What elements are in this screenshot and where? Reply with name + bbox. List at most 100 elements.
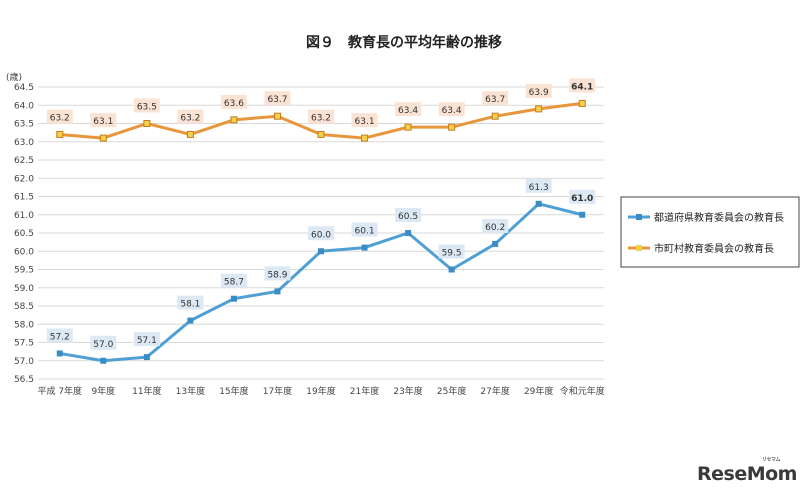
data-label: 63.2 [311,113,331,123]
y-tick-label: 63.5 [14,120,34,130]
data-label-bg [90,335,117,350]
data-label-bg [177,109,204,124]
data-label: 63.2 [180,113,200,123]
y-tick-label: 58.5 [14,302,34,312]
data-label: 63.9 [529,88,549,98]
data-label-bg [438,244,465,259]
series-1: 57.2 57.0 57.1 58.1 58.7 58.9 60.0 60.1 60.5 59.5… [46,178,596,364]
data-label-bg [133,98,160,113]
data-point [99,134,107,142]
series-group: 57.2 57.0 57.1 58.1 58.7 58.9 60.0 60.1 60.5 59.5… [46,78,596,364]
data-label: 57.2 [50,332,70,342]
y-tick-label: 58.0 [14,320,34,330]
data-label: 59.5 [442,249,462,259]
data-label: 63.4 [442,106,462,116]
watermark-logo: ReseMom リセマム [697,457,797,485]
x-tick-label: 13年度 [176,385,205,397]
x-tick-label: 令和元年度 [560,385,605,397]
y-tick-label: 64.0 [14,101,34,111]
data-label-bg [308,109,334,124]
data-label: 64.1 [571,82,593,92]
data-point [318,248,324,255]
data-point [361,134,369,142]
y-tick-label: 60.5 [14,229,34,239]
x-tick-label: 29年度 [524,385,553,397]
legend-label: 都道府県教育委員会の教育長 [654,211,784,224]
x-axis-ticks: 平成 7年度 9年度 11年度 13年度 15年度 17年度 19年度 21年度 23年度 25年… [37,385,604,397]
x-tick-label: 25年度 [437,385,466,397]
data-point [535,105,543,113]
data-label: 61.3 [529,183,549,193]
data-point [187,317,194,324]
data-label: 63.7 [485,95,505,105]
data-label: 58.9 [267,270,287,280]
data-label-bg [177,295,204,310]
data-point [230,295,237,302]
y-tick-label: 56.5 [14,375,34,385]
data-label: 63.7 [267,95,287,105]
y-tick-label: 57.0 [14,357,34,367]
x-tick-label: 平成 7年度 [37,385,82,397]
data-label-bg [46,109,73,124]
y-tick-label: 62.0 [14,174,34,184]
data-point [273,112,281,120]
data-point [578,99,586,107]
x-tick-label: 9年度 [91,385,115,397]
data-label-bg [90,113,117,128]
watermark-text: ReseMom [697,463,797,485]
x-tick-label: 17年度 [263,385,292,397]
data-point [535,200,542,207]
data-label: 63.1 [355,117,375,127]
data-label-bg [395,102,422,117]
data-point [143,354,150,361]
y-tick-label: 64.5 [14,83,34,93]
grid [38,86,604,380]
legend-label: 市町村教育委員会の教育長 [654,242,774,255]
data-point [492,240,499,247]
data-label: 60.5 [398,212,418,222]
data-label-bg [569,78,596,93]
data-point [491,112,499,120]
data-point [361,244,368,251]
data-label: 60.0 [311,230,331,240]
series-2: 63.2 63.1 63.5 63.2 63.6 63.7 63.2 63.1 63.4 63.4… [46,78,596,142]
y-axis-ticks: 56.5 57.0 57.5 58.0 58.5 59.0 59.5 60.0 60.5 61.0… [14,83,34,385]
y-tick-label: 63.0 [14,138,34,148]
data-point [448,123,456,131]
legend-swatch-marker [636,245,642,251]
data-point [579,211,586,218]
y-tick-label: 60.0 [14,247,34,257]
data-label-bg [438,102,465,117]
data-label-bg [395,208,422,222]
data-label: 58.7 [224,278,244,288]
data-label-bg [525,178,552,193]
data-point [186,130,194,138]
data-label: 63.2 [50,113,70,123]
data-label: 63.6 [224,99,244,109]
legend-swatch-marker [636,214,642,220]
data-label-bg [308,226,334,241]
data-point [230,116,238,124]
data-label-bg [46,328,73,343]
data-label: 63.5 [137,103,157,113]
data-point [404,123,412,131]
data-label: 58.1 [180,300,200,310]
y-tick-label: 61.0 [14,211,34,221]
data-point [405,230,412,236]
data-label-bg [351,222,378,237]
data-label: 60.1 [355,227,375,237]
x-tick-label: 19年度 [306,385,335,397]
x-tick-label: 15年度 [219,385,248,397]
data-label: 61.0 [571,194,593,204]
data-label-bg [220,273,247,288]
data-point [317,130,325,138]
x-tick-label: 23年度 [393,385,422,397]
watermark-small-text: リセマム [762,457,781,463]
y-tick-label: 57.5 [14,339,34,349]
x-tick-label: 11年度 [132,385,161,397]
data-point [274,288,281,295]
data-point [100,357,107,364]
y-tick-label: 61.5 [14,193,34,203]
